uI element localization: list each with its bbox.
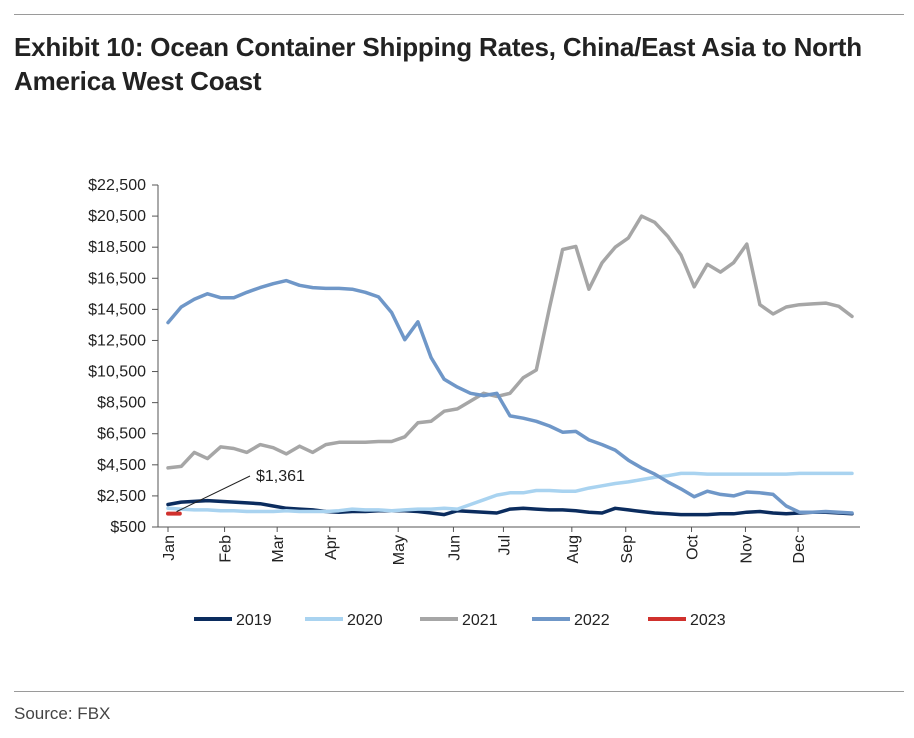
x-tick-label: May — [391, 535, 408, 565]
y-tick-label: $22,500 — [88, 177, 146, 194]
y-tick-label: $6,500 — [97, 426, 146, 443]
x-axis: Jan Feb Mar Apr May Jun Jul Aug Sep Oct Nov Dec — [158, 526, 860, 565]
series-line-2019 — [166, 498, 854, 517]
y-tick-label: $20,500 — [88, 208, 146, 225]
y-tick-label: $10,500 — [88, 364, 146, 381]
legend-label-2020: 2020 — [347, 612, 383, 629]
x-tick-label: Dec — [791, 535, 808, 563]
top-rule — [14, 14, 904, 15]
x-tick-label: Oct — [685, 534, 702, 559]
source-note: Source: FBX — [14, 704, 111, 723]
legend-label-2022: 2022 — [574, 612, 610, 629]
y-tick-label: $8,500 — [97, 395, 146, 412]
y-tick-label: $14,500 — [88, 301, 146, 318]
y-tick-label: $4,500 — [97, 457, 146, 474]
annotation: $1,361 — [176, 468, 305, 513]
x-tick-label: Jul — [496, 535, 513, 555]
series-lines — [166, 214, 854, 517]
y-axis: $500 $2,500 $4,500 $6,500 $8,500 $10,500 $12,5… — [88, 177, 159, 536]
x-tick-label: Jun — [446, 535, 463, 561]
legend-label-2023: 2023 — [690, 612, 726, 629]
series-line-2022 — [166, 278, 854, 515]
legend-label-2019: 2019 — [236, 612, 272, 629]
legend-label-2021: 2021 — [462, 612, 498, 629]
x-tick-label: Aug — [565, 535, 582, 563]
x-tick-label: Feb — [218, 535, 235, 563]
legend: 2019 2020 2021 2022 2023 — [194, 612, 726, 629]
x-tick-label: Jan — [161, 535, 178, 561]
x-tick-label: Sep — [619, 535, 636, 564]
y-tick-label: $18,500 — [88, 239, 146, 256]
y-tick-label: $500 — [110, 519, 146, 536]
y-tick-label: $12,500 — [88, 332, 146, 349]
x-tick-label: Apr — [323, 534, 340, 560]
annotation-leader-line — [176, 475, 251, 513]
chart-title: Exhibit 10: Ocean Container Shipping Rat… — [14, 32, 862, 96]
y-tick-label: $16,500 — [88, 270, 146, 287]
series-line-2021 — [166, 214, 854, 470]
line-chart: $500 $2,500 $4,500 $6,500 $8,500 $10,500 $12,5… — [88, 177, 860, 629]
annotation-label: $1,361 — [256, 468, 305, 485]
series-line-2020 — [166, 471, 854, 514]
bottom-rule — [14, 691, 904, 692]
y-tick-label: $2,500 — [97, 488, 146, 505]
x-tick-label: Nov — [738, 535, 755, 563]
x-tick-label: Mar — [270, 534, 287, 562]
